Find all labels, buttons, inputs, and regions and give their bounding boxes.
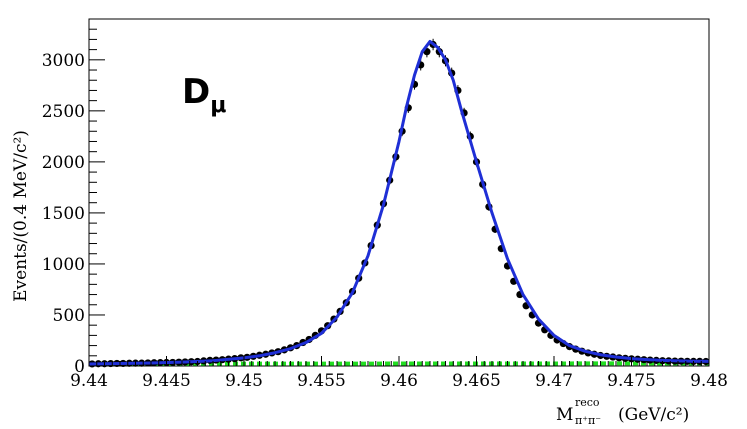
x-axis-title-sub: π⁺π⁻ <box>575 414 601 427</box>
x-tick-label: 9.455 <box>297 371 346 391</box>
x-tick-label: 9.46 <box>380 371 418 391</box>
x-axis-title-unit: (GeV/c²) <box>618 405 689 425</box>
plot-annotation: Dμ <box>182 72 226 118</box>
x-tick-label: 9.465 <box>452 371 501 391</box>
x-tick-label: 9.44 <box>70 371 108 391</box>
signal-fit <box>88 39 710 366</box>
y-tick-label: 0 <box>74 357 85 377</box>
x-axis-title: M reco π⁺π⁻ (GeV/c²) <box>556 396 689 427</box>
x-tick-label: 9.48 <box>690 371 728 391</box>
y-tick-label: 2000 <box>42 153 85 173</box>
x-axis-title-base: M <box>556 405 573 425</box>
axis-ticks <box>88 18 710 367</box>
x-tick-label: 9.475 <box>607 371 656 391</box>
y-axis-title: Events/(0.4 MeV/c²) <box>11 130 31 302</box>
x-tick-label: 9.47 <box>535 371 573 391</box>
y-tick-label: 2500 <box>42 102 85 122</box>
fit-curve <box>88 39 710 366</box>
tick-labels: 9.44 9.445 9.45 9.455 9.46 9.465 9.47 9.475 9.48… <box>42 51 728 391</box>
x-tick-label: 9.45 <box>225 371 263 391</box>
y-tick-label: 1500 <box>42 204 85 224</box>
x-axis-title-sup: reco <box>575 396 600 409</box>
x-tick-label: 9.445 <box>142 371 191 391</box>
y-tick-label: 1000 <box>42 255 85 275</box>
y-tick-label: 3000 <box>42 51 85 71</box>
y-tick-label: 500 <box>53 306 85 326</box>
